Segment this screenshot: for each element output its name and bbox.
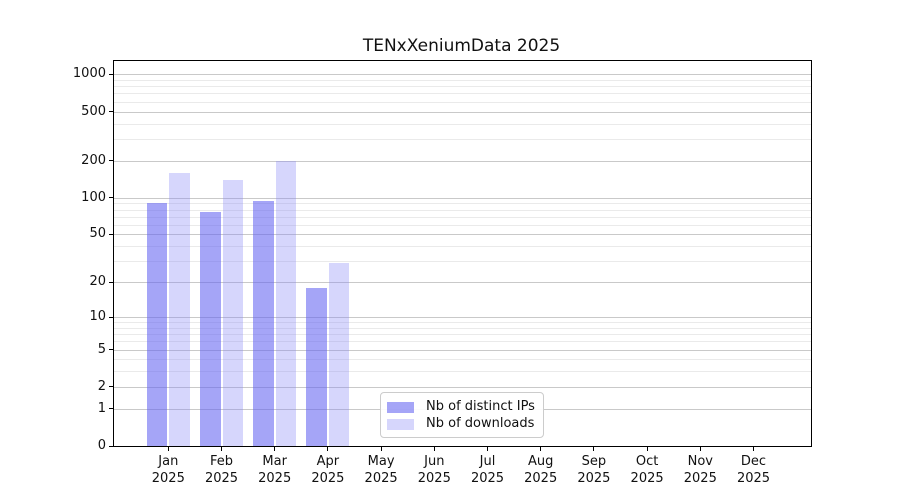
y-tick-label-100: 100 [81, 189, 106, 205]
gridline-minor-6 [114, 341, 811, 343]
bar-distinct-ips-jan [146, 202, 168, 446]
gridline-minor-70 [114, 216, 811, 218]
plot-area: 0 1 2 5 10 20 50 100 200 500 1000 Jan 2025 Feb 2025 Mar… [73, 60, 812, 486]
bar-distinct-ips-mar [253, 201, 274, 446]
gridline-minor-800 [114, 86, 811, 88]
gridline-minor-4 [114, 359, 811, 361]
gridline-20 [114, 282, 811, 284]
gridline-minor-600 [114, 101, 811, 103]
y-tick-label-2: 2 [97, 378, 106, 394]
x-tick-jul [487, 447, 488, 451]
x-tick-label-jun: Jun 2025 [417, 454, 451, 486]
x-tick-feb [221, 447, 222, 451]
x-tick-label-jul: Jul 2025 [470, 454, 505, 486]
x-tick-nov [699, 447, 701, 451]
y-tick-1 [109, 408, 114, 410]
y-tick-label-5: 5 [97, 341, 106, 357]
x-tick-apr [327, 447, 329, 451]
y-tick-10 [109, 316, 114, 318]
gridline-100 [114, 197, 811, 199]
y-tick-0 [109, 445, 114, 447]
gridline-500 [114, 111, 811, 113]
x-tick-label-may: May 2025 [364, 454, 398, 486]
x-tick-label-sep: Sep 2025 [577, 454, 611, 486]
y-tick-200 [109, 160, 114, 162]
y-tick-500 [109, 111, 114, 112]
y-tick-50 [109, 233, 114, 235]
x-tick-may [380, 447, 382, 451]
x-tick-label-jan: Jan 2025 [151, 454, 185, 486]
legend-swatch-distinct-ips [387, 401, 414, 413]
y-tick-100 [109, 197, 114, 199]
gridline-minor-40 [114, 246, 811, 248]
x-tick-label-oct: Oct 2025 [630, 454, 664, 486]
y-tick-label-500: 500 [81, 103, 106, 119]
gridline-minor-80 [114, 209, 811, 211]
gridline-1000 [114, 74, 811, 76]
x-tick-label-aug: Aug 2025 [524, 454, 558, 486]
y-tick-label-50: 50 [89, 226, 106, 242]
x-tick-sep [593, 447, 595, 451]
x-tick-label-dec: Dec 2025 [736, 454, 771, 486]
gridline-minor-7 [114, 334, 811, 336]
y-tick-label-0: 0 [97, 438, 106, 453]
y-tick-label-10: 10 [89, 309, 106, 324]
gridline-minor-400 [114, 123, 811, 125]
gridline-minor-60 [114, 224, 811, 226]
gridline-minor-300 [114, 138, 811, 140]
y-tick-label-1000: 1000 [72, 66, 106, 82]
gridline-minor-8 [114, 327, 811, 329]
legend: Nb of distinct IPs Nb of downloads [380, 392, 544, 438]
legend-entry-distinct-ips: Nb of distinct IPs [387, 399, 535, 415]
x-tick-label-nov: Nov 2025 [683, 454, 717, 486]
gridline-50 [114, 234, 811, 236]
gridline-200 [114, 160, 811, 162]
x-tick-jan [167, 447, 169, 451]
gridline-minor-3 [114, 371, 811, 373]
bar-downloads-feb [222, 179, 243, 446]
gridline-minor-700 [114, 93, 811, 95]
x-tick-label-mar: Mar 2025 [258, 454, 292, 486]
y-tick-20 [109, 281, 114, 283]
legend-label-downloads: Nb of downloads [426, 416, 535, 431]
x-tick-aug [540, 447, 542, 451]
x-tick-jun [433, 447, 435, 451]
chart-title: TENxXeniumData 2025 [362, 36, 561, 56]
gridline-minor-900 [114, 79, 811, 81]
y-tick-1000 [109, 73, 114, 75]
y-tick-5 [109, 349, 114, 351]
x-tick-label-feb: Feb 2025 [204, 454, 239, 486]
gridline-minor-30 [114, 261, 811, 263]
bar-downloads-apr [328, 263, 350, 446]
y-tick-label-200: 200 [81, 152, 106, 168]
x-tick-label-apr: Apr 2025 [311, 454, 345, 486]
legend-label-distinct-ips: Nb of distinct IPs [426, 399, 535, 414]
x-tick-oct [646, 447, 648, 451]
bar-distinct-ips-feb [200, 212, 221, 446]
legend-swatch-downloads [387, 418, 414, 430]
gridline-5 [114, 349, 811, 351]
bar-distinct-ips-apr [306, 287, 327, 446]
x-tick-dec [753, 447, 754, 451]
bar-downloads-mar [275, 160, 297, 446]
gridline-minor-9 [114, 322, 811, 324]
gridline-10 [114, 317, 811, 318]
bar-downloads-jan [169, 172, 190, 446]
y-tick-label-20: 20 [89, 274, 106, 290]
gridline-2 [114, 386, 811, 388]
gridline-minor-90 [114, 203, 811, 205]
y-tick-label-1: 1 [97, 400, 106, 416]
legend-entry-downloads: Nb of downloads [387, 416, 535, 432]
x-tick-mar [274, 447, 276, 451]
y-tick-2 [109, 386, 114, 388]
